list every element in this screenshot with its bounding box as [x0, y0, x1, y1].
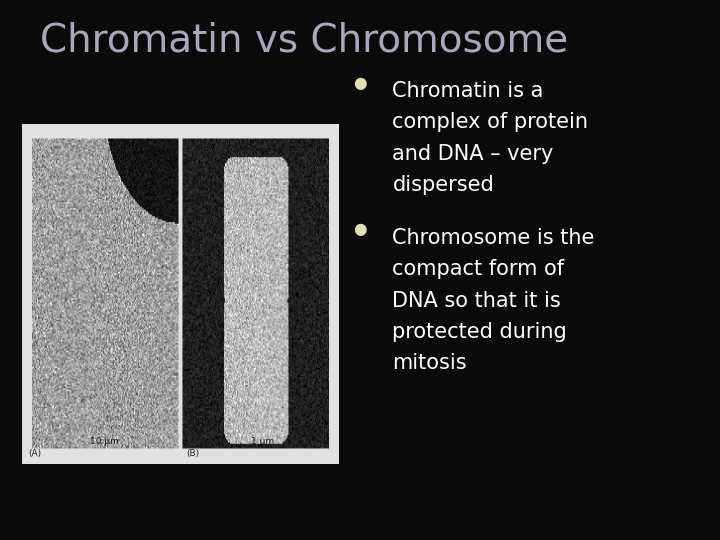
Text: 1 μm: 1 μm [251, 437, 274, 445]
Text: dispersed: dispersed [392, 175, 494, 195]
Text: ●: ● [353, 76, 366, 91]
Text: mitosis: mitosis [392, 353, 467, 373]
Text: Chromatin vs Chromosome: Chromatin vs Chromosome [40, 22, 568, 59]
Text: (B): (B) [186, 449, 199, 457]
Text: (A): (A) [28, 449, 41, 457]
Text: 10 μm: 10 μm [89, 437, 118, 445]
Text: DNA so that it is: DNA so that it is [392, 291, 561, 310]
Text: protected during: protected during [392, 322, 567, 342]
Text: compact form of: compact form of [392, 259, 564, 279]
Text: complex of protein: complex of protein [392, 112, 588, 132]
Text: Chromosome is the: Chromosome is the [392, 228, 595, 248]
Text: Chromatin is a: Chromatin is a [392, 81, 544, 101]
Text: ●: ● [353, 222, 366, 238]
Text: and DNA – very: and DNA – very [392, 144, 554, 164]
